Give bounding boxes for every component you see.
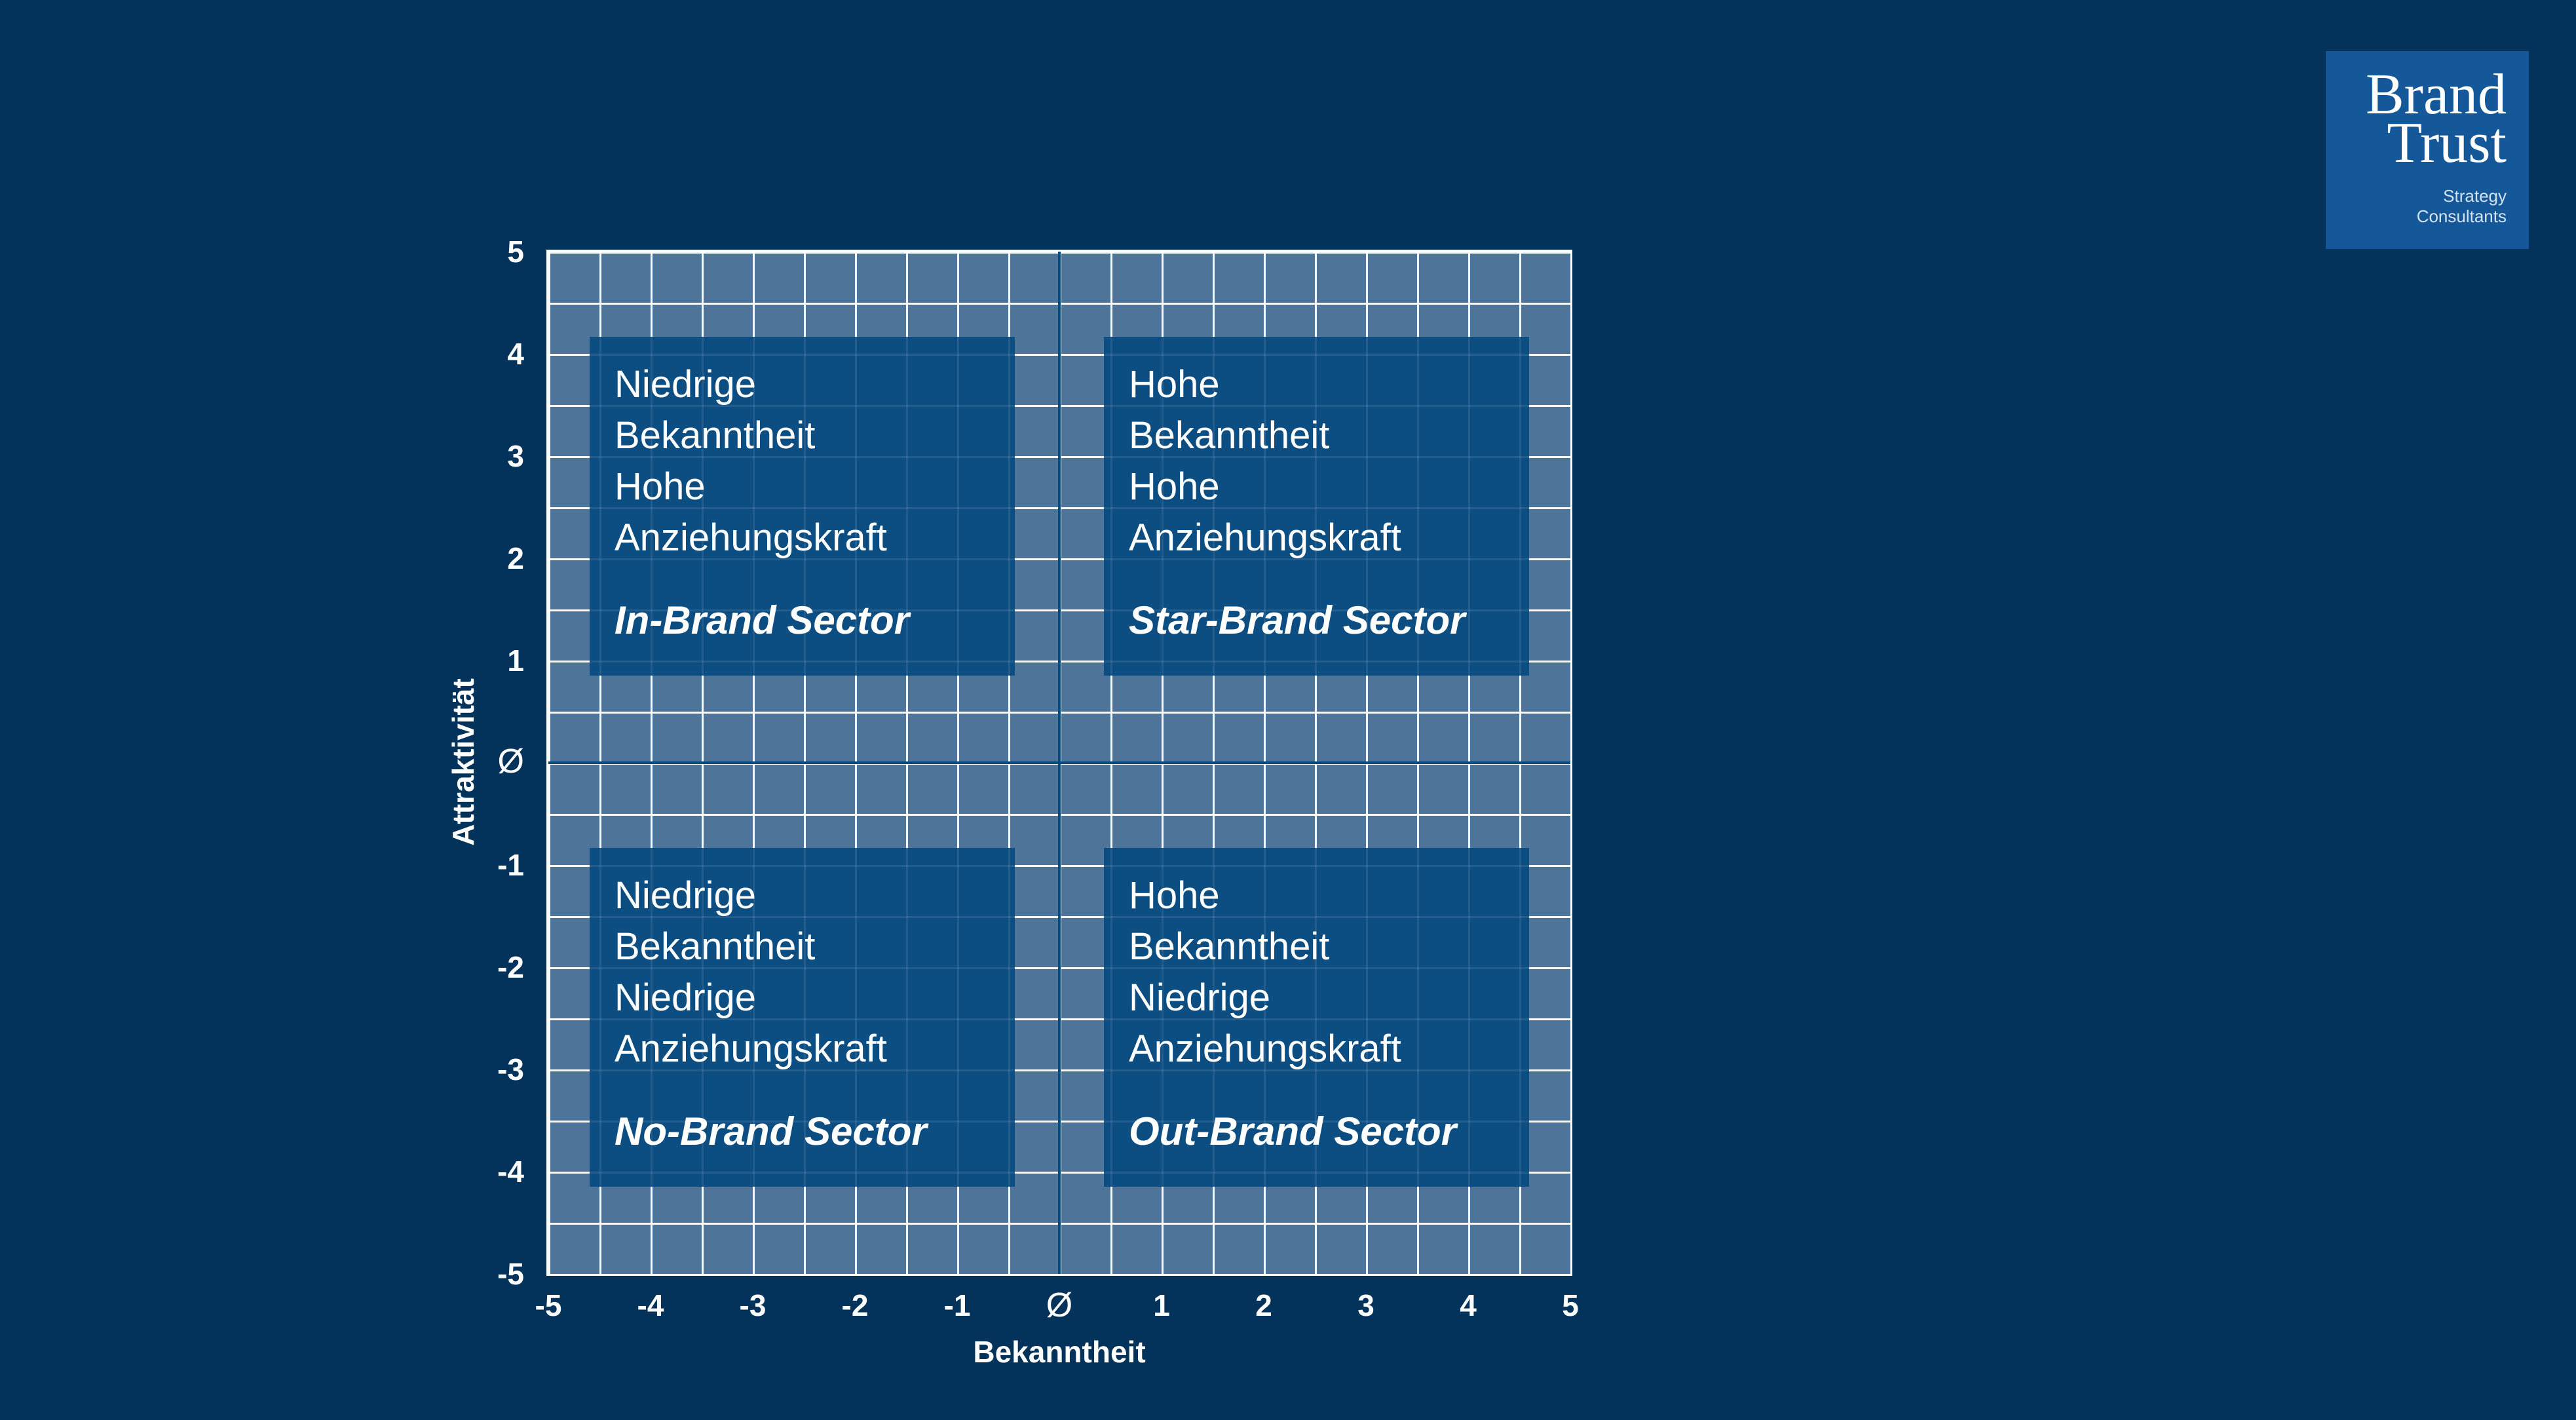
quadrant-text-line: Hohe [1129,874,1220,917]
quadrant-text-line: Anziehungskraft [615,516,887,559]
x-tick-neg2: -2 [841,1288,869,1322]
quadrant-no-brand: Niedrige Bekanntheit Niedrige Anziehungs… [590,848,1015,1187]
quadrant-in-brand: Niedrige Bekanntheit Hohe Anziehungskraf… [590,337,1015,676]
quadrant-text-line: Anziehungskraft [1129,516,1401,559]
quadrant-text-line: Hohe [1129,465,1220,508]
quadrant-sector-title: Star-Brand Sector [1129,598,1466,642]
quadrant-text-line: Niedrige [1129,976,1270,1019]
quadrant-out-brand: Hohe Bekanntheit Niedrige Anziehungskraf… [1104,848,1529,1187]
quadrant-sector-title: Out-Brand Sector [1129,1109,1457,1153]
x-tick-2: 2 [1255,1288,1272,1322]
quadrant-text-line: Bekanntheit [615,414,816,457]
x-tick-4: 4 [1460,1288,1477,1322]
quadrant-text-line: Anziehungskraft [1129,1027,1401,1070]
y-tick-1: 1 [507,643,524,678]
logo-tagline: Strategy Consultants [2326,186,2507,227]
x-tick-3: 3 [1357,1288,1374,1322]
logo-brand-line1: Brand [2365,63,2507,126]
y-tick-neg3: -3 [497,1052,524,1086]
y-tick-3: 3 [507,439,524,473]
logo-tagline-line2: Consultants [2416,206,2507,226]
quadrant-text-line: Anziehungskraft [615,1027,887,1070]
x-tick-neg3: -3 [739,1288,767,1322]
y-tick-neg1: -1 [497,848,524,882]
x-tick-neg4: -4 [637,1288,664,1322]
quadrant-text-line: Niedrige [615,363,756,406]
y-tick-neg4: -4 [497,1155,524,1189]
y-tick-average: Ø [497,742,524,780]
quadrant-text-line: Hohe [1129,363,1220,406]
y-tick-neg2: -2 [497,950,524,984]
y-axis-title: Attraktivität [446,678,480,846]
x-axis-title: Bekanntheit [973,1335,1146,1369]
brand-trust-logo: Brand Trust Strategy Consultants [2326,51,2529,249]
quadrant-star-brand: Hohe Bekanntheit Hohe Anziehungskraft St… [1104,337,1529,676]
y-tick-4: 4 [507,337,524,371]
quadrant-text-line: Bekanntheit [615,925,816,968]
x-tick-5: 5 [1562,1288,1579,1322]
logo-tagline-line1: Strategy [2443,186,2507,206]
x-tick-neg1: -1 [943,1288,971,1322]
x-tick-neg5: -5 [535,1288,562,1322]
quadrant-text-line: Niedrige [615,976,756,1019]
x-tick-1: 1 [1153,1288,1170,1322]
x-tick-average: Ø [1046,1286,1073,1324]
y-tick-neg5: -5 [497,1257,524,1291]
quadrant-text-line: Hohe [615,465,706,508]
logo-brand-line2: Trust [2387,111,2507,175]
quadrant-sector-title: No-Brand Sector [615,1109,927,1153]
quadrant-text-line: Niedrige [615,874,756,917]
y-tick-2: 2 [507,541,524,575]
quadrant-text-line: Bekanntheit [1129,925,1330,968]
zero-horizontal-line [548,761,1570,764]
quadrant-sector-title: In-Brand Sector [615,598,910,642]
quadrant-text-line: Bekanntheit [1129,414,1330,457]
y-tick-5: 5 [507,235,524,269]
